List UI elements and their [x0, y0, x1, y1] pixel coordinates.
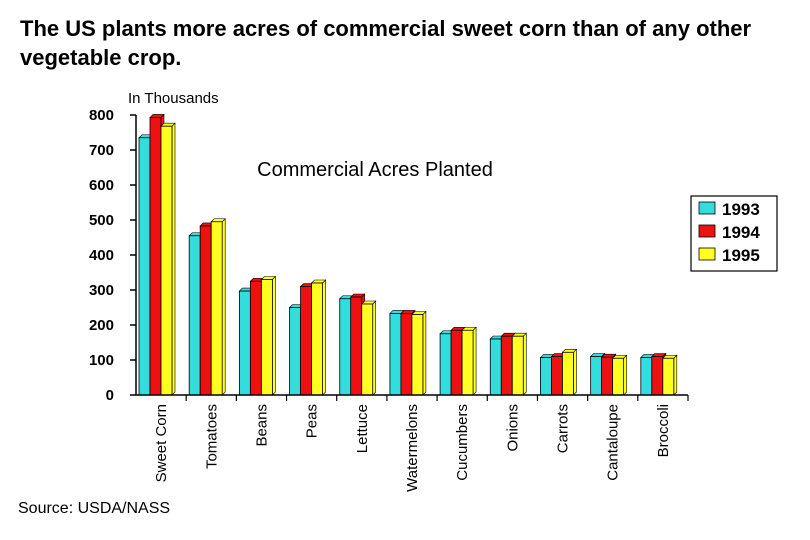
bar	[160, 125, 173, 396]
x-tick-label: Broccoli	[655, 404, 672, 457]
x-tick-label: Beans	[253, 404, 270, 447]
legend-label: 1993	[722, 200, 760, 219]
legend-swatch	[698, 224, 716, 238]
legend-label: 1995	[722, 246, 760, 265]
bar	[439, 333, 452, 396]
bar	[339, 298, 352, 396]
y-tick-label: 700	[89, 142, 114, 159]
bar-side	[422, 310, 427, 396]
bar	[238, 290, 251, 396]
units-label: In Thousands	[128, 90, 219, 107]
bar	[601, 356, 614, 396]
y-tick-label: 400	[89, 247, 114, 264]
x-tick-label: Cucumbers	[454, 404, 471, 481]
bar-side	[372, 300, 377, 396]
bar-side	[472, 326, 477, 396]
bar	[540, 357, 552, 396]
legend-label: 1994	[722, 223, 760, 242]
bar	[640, 357, 653, 396]
source-note: Source: USDA/NASS	[18, 500, 171, 517]
x-tick-label: Sweet Corn	[153, 404, 170, 482]
x-tick-label: Lettuce	[354, 404, 371, 453]
bar	[411, 314, 424, 396]
bar	[311, 282, 323, 396]
bar-side	[272, 275, 276, 396]
bar	[500, 335, 513, 396]
bar	[138, 137, 151, 396]
bar	[562, 351, 574, 396]
bar	[511, 335, 524, 396]
bars-group	[138, 113, 678, 396]
y-axis: 0 100 200 300 400 500 600 700 800	[89, 107, 137, 404]
bar	[199, 225, 212, 396]
y-tick-label: 200	[89, 317, 114, 334]
y-tick-label: 500	[89, 212, 114, 229]
legend-swatch	[698, 201, 716, 215]
y-tick-label: 100	[89, 352, 114, 369]
legend: 1993 1994 1995	[690, 195, 778, 272]
bar	[400, 313, 413, 396]
bar-side	[522, 332, 527, 396]
x-tick-label: Onions	[504, 404, 521, 452]
bar-side	[171, 122, 176, 396]
bar-side	[221, 218, 226, 396]
bar	[149, 117, 162, 396]
bar	[551, 356, 563, 396]
y-tick-label: 800	[89, 107, 114, 124]
bar	[590, 356, 603, 396]
bar-side	[322, 279, 326, 396]
y-tick-label: 600	[89, 177, 114, 194]
bar	[651, 356, 664, 396]
bar	[260, 279, 273, 396]
bar	[188, 235, 201, 396]
bar	[662, 357, 675, 396]
bar	[210, 221, 223, 396]
x-tick-label: Tomatoes	[203, 404, 220, 469]
legend-swatch	[698, 247, 716, 261]
bar	[450, 329, 463, 396]
y-tick-label: 0	[106, 387, 114, 404]
x-tick-label: Peas	[304, 404, 321, 438]
bar	[612, 357, 625, 396]
bar-side	[673, 354, 678, 396]
bar-side	[573, 348, 577, 396]
chart-title: Commercial Acres Planted	[257, 159, 493, 181]
bar	[300, 286, 312, 396]
y-tick-label: 300	[89, 282, 114, 299]
bar	[350, 296, 363, 396]
x-tick-label: Carrots	[555, 404, 572, 453]
x-axis: Sweet Corn Tomatoes Beans Peas Lettuce Waterm…	[136, 394, 689, 492]
slide-title: The US plants more acres of commercial s…	[20, 16, 752, 70]
bar	[361, 303, 374, 396]
bar	[249, 280, 262, 396]
bar	[489, 338, 502, 396]
bar	[389, 313, 402, 396]
bar	[461, 329, 474, 396]
x-tick-label: Cantaloupe	[605, 404, 622, 481]
bar-side	[623, 354, 627, 396]
bar	[289, 307, 301, 396]
x-tick-label: Watermelons	[404, 404, 421, 492]
